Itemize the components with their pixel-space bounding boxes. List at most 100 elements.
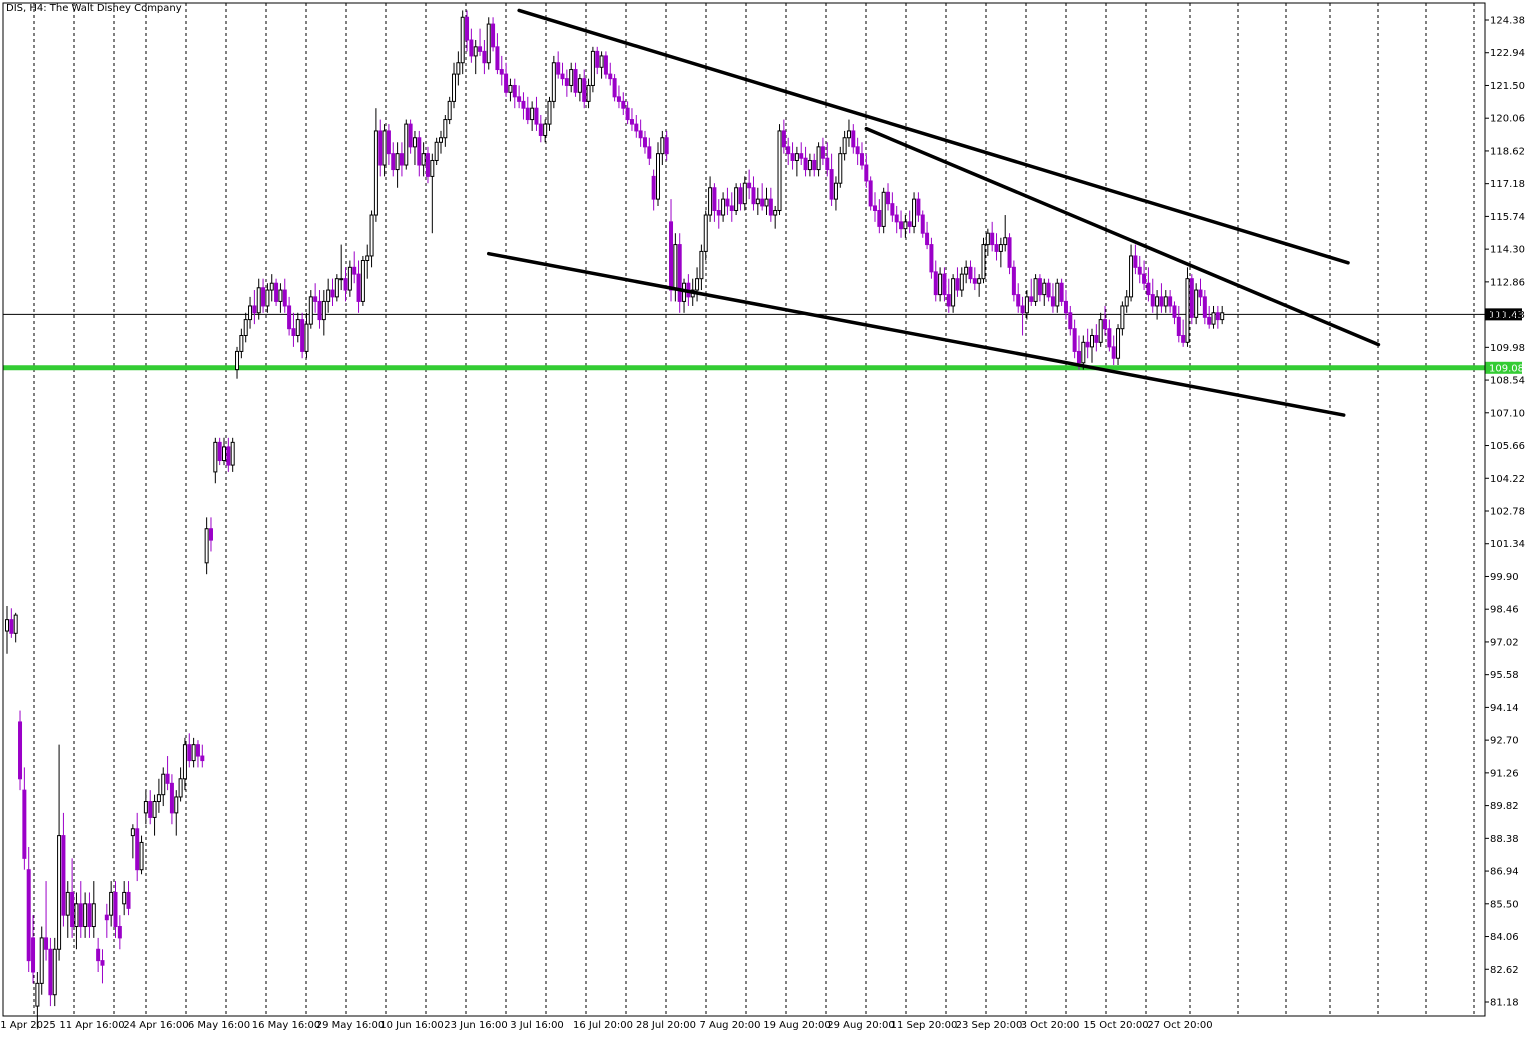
candle (612, 74, 617, 102)
x-tick-label: 11 Sep 20:00 (891, 1020, 958, 1031)
candle (825, 142, 830, 177)
candle-body (439, 137, 443, 143)
candle (946, 278, 951, 313)
candle-body (747, 182, 752, 189)
candle-body (9, 619, 14, 634)
candle (990, 221, 995, 252)
candle-body (122, 891, 127, 905)
candle-body (208, 528, 213, 541)
candle (1081, 335, 1086, 370)
candle (1046, 278, 1051, 302)
candle-body (586, 84, 591, 102)
candle-body (508, 84, 513, 93)
candle-body (282, 289, 287, 307)
candle-body (287, 305, 292, 330)
candle (52, 937, 57, 1007)
candle (1003, 215, 1008, 252)
candle (334, 274, 339, 302)
candle (460, 10, 465, 75)
candle-body (1103, 319, 1108, 330)
candle (551, 55, 556, 109)
candle-body (777, 130, 782, 211)
candle (760, 183, 765, 211)
candle (1024, 290, 1029, 320)
candle (1007, 233, 1012, 275)
candle-body (308, 296, 313, 325)
candle (213, 437, 218, 484)
candle-body (807, 159, 812, 171)
candle-body (169, 782, 174, 814)
candle-body (959, 273, 964, 291)
candle-body (517, 96, 522, 102)
candle (404, 119, 409, 170)
candle-body (1081, 341, 1086, 364)
candle (1094, 324, 1099, 352)
candle-body (256, 287, 261, 314)
candle (534, 96, 539, 131)
candle-body (781, 130, 786, 148)
candle-body (395, 153, 400, 171)
candle (382, 124, 387, 177)
candle (1181, 319, 1186, 347)
candle (61, 812, 66, 927)
candle-body (703, 214, 708, 252)
candle-body (182, 744, 187, 780)
candle (508, 78, 513, 102)
candle (942, 267, 947, 302)
candle-body (981, 244, 986, 280)
candle (586, 78, 591, 109)
candle (187, 733, 192, 768)
candle-body (13, 614, 18, 634)
candle-body (864, 164, 869, 182)
candle-body (1116, 328, 1121, 359)
candle (981, 237, 986, 284)
candle-body (1168, 296, 1173, 307)
candle (1194, 283, 1199, 325)
candle (74, 892, 79, 950)
candle (721, 192, 726, 222)
candle (929, 237, 934, 279)
candle-body (1159, 296, 1164, 307)
candle (629, 108, 634, 131)
candle-body (104, 914, 109, 921)
candle (378, 119, 383, 177)
candle (716, 199, 721, 229)
support-price-label: 109.08 (1489, 363, 1524, 374)
candle (994, 233, 999, 261)
candle (217, 437, 222, 466)
candle (773, 205, 778, 229)
candle (452, 62, 457, 109)
candle-body (799, 153, 804, 159)
candle-body (378, 130, 383, 166)
candle (1107, 319, 1112, 352)
candle-body (751, 187, 756, 205)
candle (191, 737, 196, 768)
candle-body (504, 73, 509, 93)
candle-body (920, 214, 925, 234)
candle-body (773, 209, 778, 216)
candle-body (347, 266, 352, 291)
candle-body (200, 755, 205, 762)
candle (894, 205, 899, 234)
candle-body (1194, 289, 1199, 318)
candle (764, 187, 769, 216)
candle-body (187, 744, 192, 762)
candle (365, 244, 370, 279)
x-tick-label: 16 Jul 20:00 (573, 1020, 633, 1031)
candle-body (152, 801, 157, 818)
candle-body (768, 198, 773, 216)
candle-body (1211, 312, 1216, 325)
candle (169, 774, 174, 825)
candle-body (369, 214, 374, 257)
candle (972, 267, 977, 291)
candle (70, 858, 75, 938)
candle (399, 142, 404, 177)
candle (833, 176, 838, 211)
candle-body (313, 296, 318, 302)
candle (1189, 274, 1194, 325)
candle (352, 251, 357, 284)
candle (1137, 255, 1142, 284)
candle (486, 17, 491, 70)
